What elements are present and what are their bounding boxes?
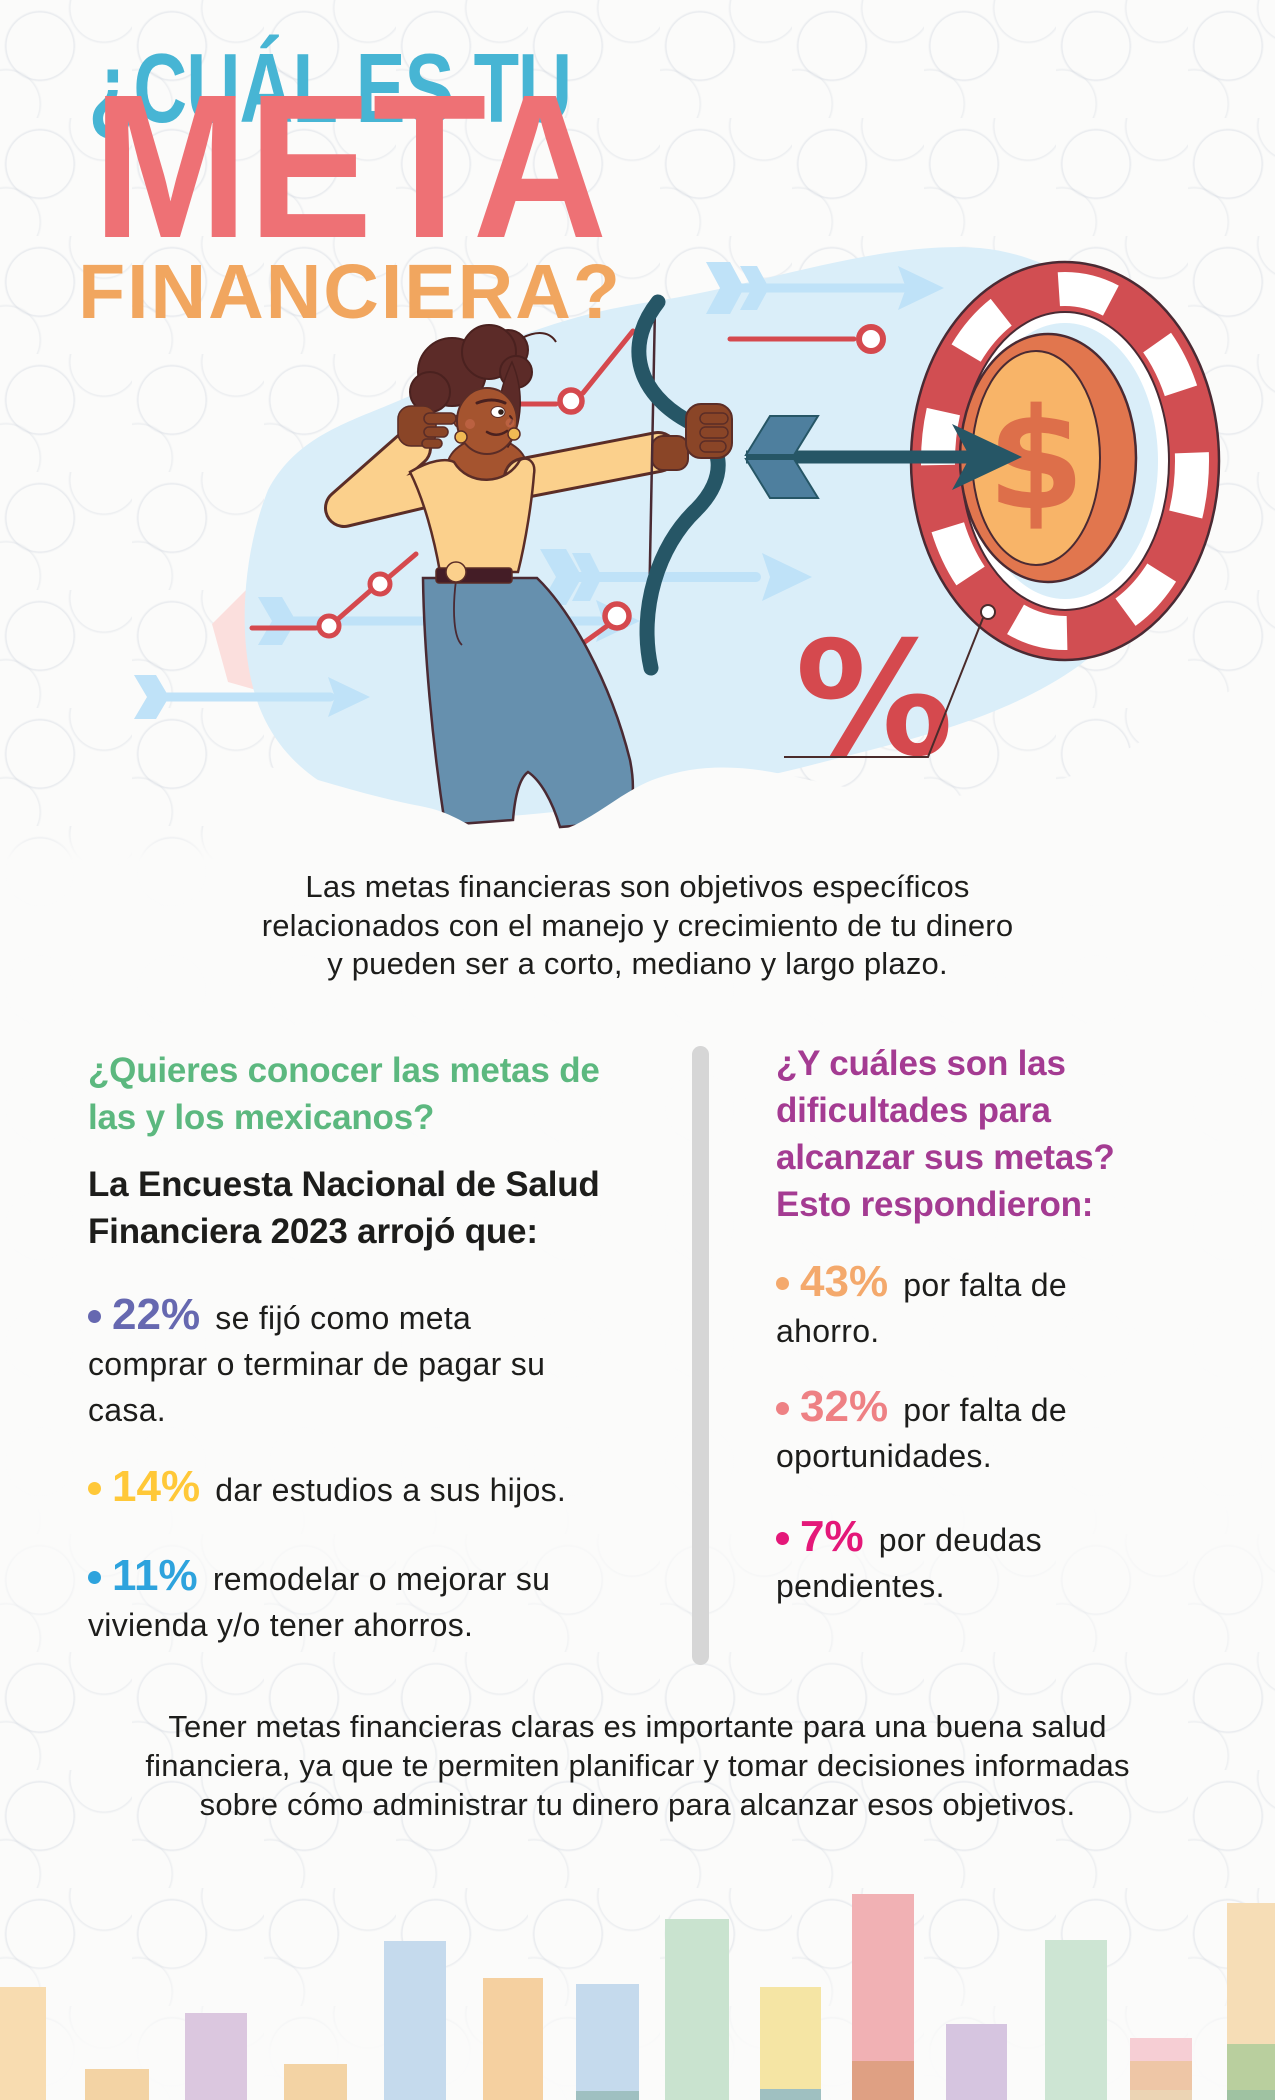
heading-line: ¿Y cuáles son las xyxy=(776,1044,1066,1083)
title-line-1: ¿CUÁL ES TU xyxy=(88,33,572,143)
bullet-dot xyxy=(776,1402,789,1415)
footer-bar xyxy=(284,2064,347,2100)
difficulty-item-43: 43% por falta de ahorro. xyxy=(776,1260,1166,1354)
goal-text: vivienda y/o tener ahorros. xyxy=(88,1607,474,1643)
difficulty-text: por deudas xyxy=(878,1522,1042,1558)
heading-line: las y los mexicanos? xyxy=(88,1098,435,1137)
bullet-dot xyxy=(776,1277,789,1290)
outro-paragraph: Tener metas financieras claras es import… xyxy=(0,1707,1275,1824)
goal-item-11: 11% remodelar o mejorar su vivienda y/o … xyxy=(88,1554,663,1648)
goal-value: 22% xyxy=(112,1290,201,1339)
footer-bar xyxy=(1227,2090,1275,2100)
heading-line: alcanzar sus metas? xyxy=(776,1138,1115,1177)
intro-line: y pueden ser a corto, mediano y largo pl… xyxy=(327,946,948,981)
footer-bar xyxy=(1045,1940,1107,2100)
difficulty-value: 43% xyxy=(800,1257,889,1306)
difficulty-value: 7% xyxy=(800,1512,864,1561)
difficulty-text: por falta de xyxy=(903,1267,1067,1303)
right-column-heading: ¿Y cuáles son las dificultades para alca… xyxy=(776,1040,1176,1228)
footer-bar xyxy=(1130,2090,1192,2100)
bullet-dot xyxy=(88,1571,101,1584)
title-line-3: FINANCIERA? xyxy=(78,249,622,335)
heading-line: dificultades para xyxy=(776,1091,1051,1130)
heading-line: ¿Quieres conocer las metas de xyxy=(88,1051,600,1090)
subheading-line: La Encuesta Nacional de Salud xyxy=(88,1165,600,1204)
goal-text: comprar o terminar de pagar su xyxy=(88,1346,546,1382)
subheading-line: Financiera 2023 arrojó que: xyxy=(88,1212,538,1251)
goal-text: remodelar o mejorar su xyxy=(212,1561,551,1597)
footer-bar xyxy=(185,2013,247,2100)
intro-line: relacionados con el manejo y crecimiento… xyxy=(261,907,1014,943)
difficulty-text: pendientes. xyxy=(776,1568,945,1604)
footer-bar xyxy=(760,2089,821,2100)
difficulty-text: ahorro. xyxy=(776,1313,880,1349)
footer-bar xyxy=(576,2091,639,2100)
difficulty-item-7: 7% por deudas pendientes. xyxy=(776,1515,1166,1609)
goal-item-14: 14% dar estudios a sus hijos. xyxy=(88,1465,663,1513)
heading-line: Esto respondieron: xyxy=(776,1185,1094,1224)
footer-bar xyxy=(85,2069,149,2100)
footer-bar xyxy=(384,1941,446,2100)
content-backdrop xyxy=(0,826,1275,1706)
footer-bar xyxy=(576,1984,639,2100)
difficulty-text: por falta de xyxy=(903,1392,1067,1428)
footer-bar xyxy=(760,1987,821,2100)
goal-value: 11% xyxy=(112,1551,198,1600)
goal-item-22: 22% se fijó como meta comprar o terminar… xyxy=(88,1293,663,1433)
footer-bar xyxy=(483,1978,543,2100)
main-title: ¿CUÁL ES TU META FINANCIERA? xyxy=(25,0,675,360)
bullet-dot xyxy=(776,1532,789,1545)
title-line-2: META xyxy=(92,52,608,281)
intro-paragraph: Las metas financieras son objetivos espe… xyxy=(0,868,1275,984)
footer-bar xyxy=(665,1919,729,2100)
footer-bar xyxy=(852,2061,914,2100)
bullet-dot xyxy=(88,1482,101,1495)
outro-line: sobre cómo administrar tu dinero para al… xyxy=(199,1787,1076,1822)
difficulty-text: oportunidades. xyxy=(776,1438,992,1474)
goal-value: 14% xyxy=(112,1462,201,1511)
left-column-subheading: La Encuesta Nacional de Salud Financiera… xyxy=(88,1161,668,1255)
bullet-dot xyxy=(88,1310,101,1323)
goal-text: se fijó como meta xyxy=(215,1300,472,1336)
left-column-heading: ¿Quieres conocer las metas de las y los … xyxy=(88,1047,668,1141)
intro-line: Las metas financieras son objetivos espe… xyxy=(305,869,970,904)
difficulty-item-32: 32% por falta de oportunidades. xyxy=(776,1385,1166,1479)
footer-bar xyxy=(0,1987,46,2100)
difficulty-value: 32% xyxy=(800,1382,889,1431)
goal-text: casa. xyxy=(88,1392,166,1428)
outro-line: Tener metas financieras claras es import… xyxy=(168,1709,1107,1744)
outro-line: financiera, ya que te permiten planifica… xyxy=(145,1748,1130,1783)
goal-text: dar estudios a sus hijos. xyxy=(215,1472,567,1508)
footer-bar xyxy=(946,2024,1007,2100)
column-divider xyxy=(692,1046,709,1665)
